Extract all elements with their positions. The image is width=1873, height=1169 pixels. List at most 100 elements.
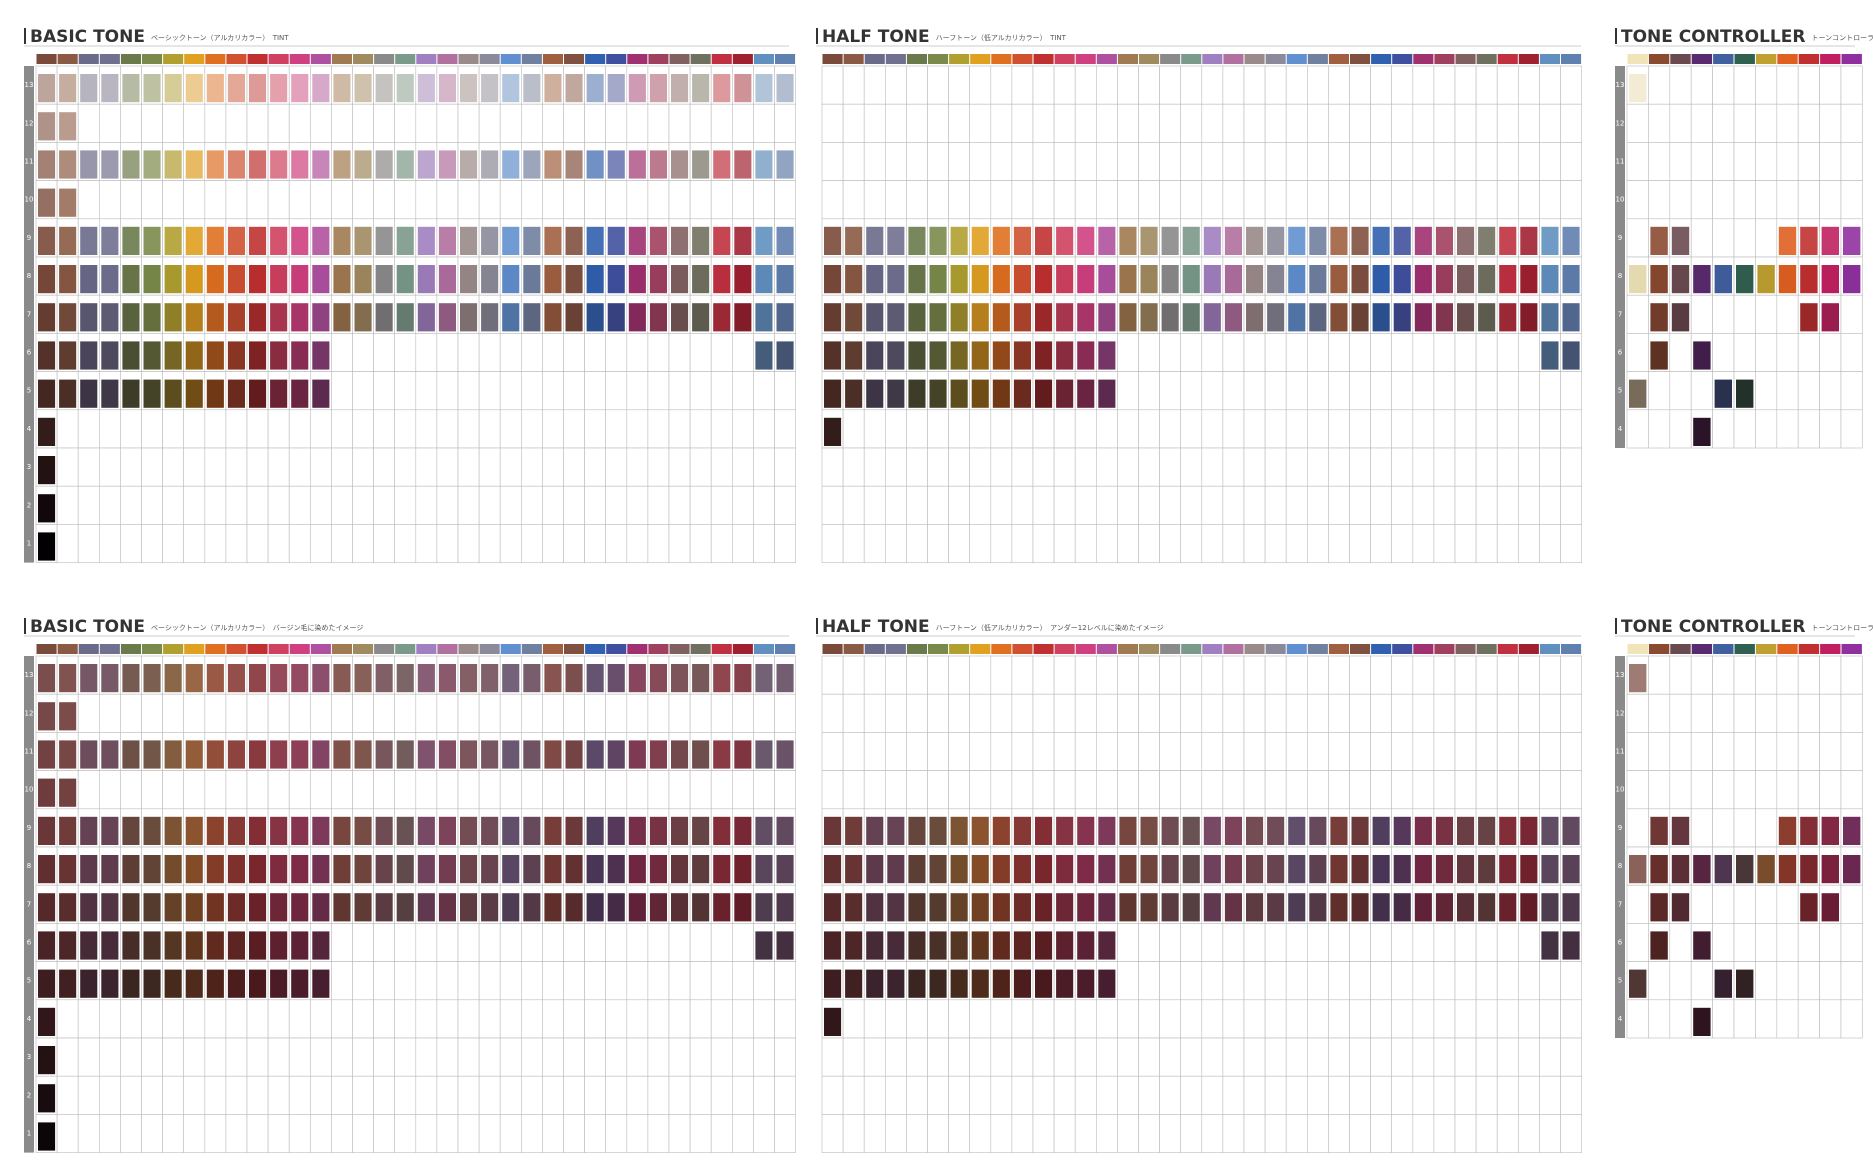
cell [1560, 693, 1582, 733]
column-header [1539, 54, 1560, 64]
cell [1307, 524, 1329, 563]
cell [478, 485, 501, 525]
column-header [1012, 644, 1033, 654]
cell [1391, 409, 1414, 449]
cell [710, 923, 733, 962]
swatch [1650, 265, 1668, 294]
swatch [1478, 816, 1496, 845]
cell [1285, 409, 1308, 449]
cell [141, 999, 163, 1039]
cell [1626, 693, 1649, 733]
swatch [971, 855, 989, 884]
swatch [291, 931, 309, 960]
cell [225, 524, 248, 563]
cell [1669, 693, 1692, 733]
column-header [437, 54, 458, 64]
cell [863, 103, 886, 143]
swatch [755, 341, 773, 370]
swatch [1499, 303, 1517, 332]
swatch [1140, 265, 1158, 294]
cell [1328, 1114, 1350, 1153]
cell [1264, 999, 1287, 1039]
column-header [1734, 54, 1755, 64]
column-header [142, 54, 163, 64]
cell [1222, 923, 1245, 962]
cell [1328, 655, 1350, 695]
cell [1011, 999, 1034, 1039]
cell [927, 1075, 949, 1115]
swatch [908, 969, 926, 998]
swatch [1541, 931, 1559, 960]
cell [1412, 485, 1435, 525]
cell [1776, 103, 1799, 143]
cell [1201, 923, 1224, 962]
cell [1560, 655, 1582, 695]
cell [1285, 142, 1308, 181]
cell [668, 333, 691, 372]
cell [457, 1037, 480, 1077]
swatch [38, 931, 56, 960]
swatch [164, 303, 182, 332]
swatch [481, 740, 499, 769]
cell [204, 180, 227, 220]
column-header [1413, 644, 1434, 654]
swatch [270, 150, 288, 179]
swatch [1330, 855, 1348, 884]
cell [1560, 1114, 1582, 1153]
cell [1222, 1114, 1245, 1153]
column-header [648, 54, 669, 64]
swatch [1843, 855, 1861, 884]
cell [542, 1114, 564, 1153]
swatch [1821, 226, 1839, 255]
swatch [887, 265, 905, 294]
cell [689, 180, 712, 220]
cell [204, 1075, 227, 1115]
cell [1518, 770, 1540, 810]
swatch [122, 969, 140, 998]
cell [1180, 1114, 1203, 1153]
cell [647, 1114, 670, 1153]
swatch [38, 816, 56, 845]
cell [1307, 447, 1329, 487]
level-label: 10 [1616, 786, 1625, 794]
swatch [1077, 893, 1095, 922]
cell [668, 180, 691, 220]
swatch [38, 456, 56, 485]
cell [1349, 770, 1371, 810]
level-label: 6 [1618, 939, 1623, 947]
cell [1053, 65, 1076, 105]
swatch [845, 969, 863, 998]
cell [647, 693, 670, 733]
cell [1560, 485, 1582, 525]
swatch [38, 494, 56, 523]
cell [1712, 999, 1735, 1039]
cell [1560, 999, 1582, 1039]
column-header [1777, 644, 1798, 654]
cell [1370, 999, 1392, 1039]
cell [774, 770, 796, 810]
cell [1819, 923, 1842, 962]
cell [225, 103, 248, 143]
cell [1755, 218, 1778, 258]
swatch [1629, 74, 1647, 103]
swatch [1224, 816, 1242, 845]
swatch [460, 303, 478, 332]
swatch [481, 816, 499, 845]
swatch [291, 855, 309, 884]
cell [731, 1114, 754, 1153]
swatch [396, 816, 414, 845]
column-header [1820, 54, 1841, 64]
swatch [1520, 303, 1538, 332]
swatch [1650, 341, 1668, 370]
cell [1712, 333, 1735, 372]
cell [394, 180, 417, 220]
cell [626, 333, 649, 372]
cell [77, 1037, 100, 1077]
cell [1626, 923, 1649, 962]
column-header [289, 644, 310, 654]
cell [1475, 65, 1498, 105]
cell [1180, 1075, 1203, 1115]
cell [584, 371, 606, 411]
swatch [887, 816, 905, 845]
cell [563, 409, 585, 449]
